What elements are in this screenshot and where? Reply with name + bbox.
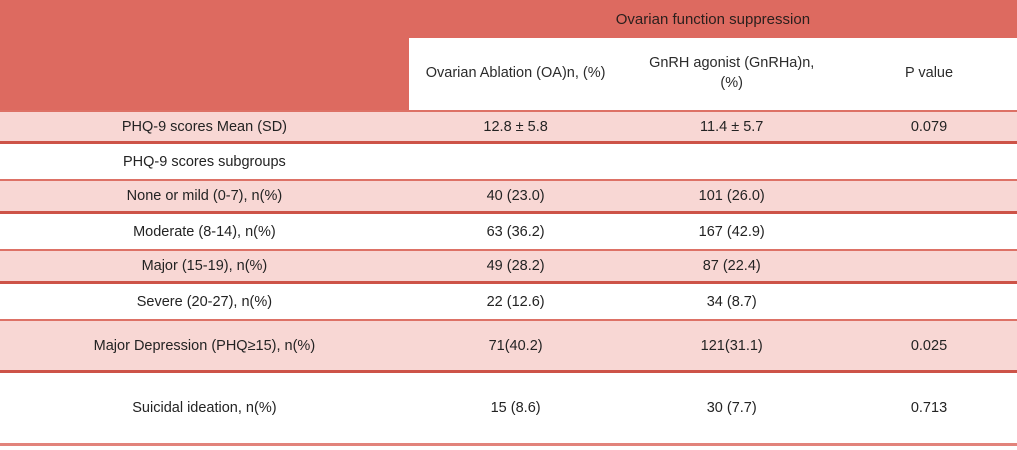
p-value-cell	[841, 284, 1017, 319]
table-row: Severe (20-27), n(%) 22 (12.6) 34 (8.7)	[0, 284, 1017, 319]
table-row: Major (15-19), n(%) 49 (28.2) 87 (22.4)	[0, 249, 1017, 284]
gnrha-value-cell: 11.4 ± 5.7	[700, 118, 764, 135]
oa-value-cell	[409, 144, 623, 179]
oa-value-cell: 22 (12.6)	[486, 293, 545, 310]
column-header-oa-label: Ovarian Ablation (OA)n, (%)	[425, 65, 606, 82]
column-header-oa: Ovarian Ablation (OA)n, (%)	[408, 38, 623, 110]
row-label: Moderate (8-14), n(%)	[133, 223, 276, 240]
p-value-cell	[841, 144, 1017, 179]
oa-value-cell: 12.8 ± 5.8	[483, 118, 548, 135]
table-row: None or mild (0-7), n(%) 40 (23.0) 101 (…	[0, 179, 1017, 214]
table-row: PHQ-9 scores subgroups	[0, 144, 1017, 179]
p-value-cell	[841, 214, 1017, 249]
p-value-cell: 0.079	[910, 118, 948, 135]
row-label: PHQ-9 scores subgroups	[123, 153, 286, 170]
column-header-pvalue: P value	[841, 38, 1017, 110]
gnrha-value-cell: 34 (8.7)	[706, 293, 757, 310]
column-header-row: Ovarian Ablation (OA)n, (%) GnRH agonist…	[0, 38, 1017, 110]
p-value-cell	[841, 251, 1017, 281]
table-bottom-rule	[0, 443, 1017, 446]
group-header-title: Ovarian function suppression	[615, 10, 811, 28]
row-label: PHQ-9 scores Mean (SD)	[121, 118, 287, 135]
row-label: Major (15-19), n(%)	[141, 258, 268, 274]
table-row: Moderate (8-14), n(%) 63 (36.2) 167 (42.…	[0, 214, 1017, 249]
oa-value-cell: 71(40.2)	[488, 337, 543, 354]
table-body: PHQ-9 scores Mean (SD) 12.8 ± 5.8 11.4 ±…	[0, 110, 1017, 443]
table-row: PHQ-9 scores Mean (SD) 12.8 ± 5.8 11.4 ±…	[0, 110, 1017, 144]
row-label: Major Depression (PHQ≥15), n(%)	[93, 337, 316, 354]
table-row: Major Depression (PHQ≥15), n(%) 71(40.2)…	[0, 319, 1017, 373]
row-label: Severe (20-27), n(%)	[136, 293, 273, 310]
row-label: Suicidal ideation, n(%)	[132, 400, 277, 416]
column-header-gnrha-label: GnRH agonist (GnRHa)n, (%)	[649, 55, 815, 91]
column-header-gnrha: GnRH agonist (GnRHa)n, (%)	[622, 38, 842, 110]
gnrha-value-cell: 121(31.1)	[700, 337, 763, 354]
p-value-cell: 0.713	[910, 400, 948, 416]
row-label: None or mild (0-7), n(%)	[126, 188, 283, 204]
oa-value-cell: 63 (36.2)	[486, 223, 545, 240]
group-header-band: Ovarian function suppression	[0, 0, 1017, 38]
oa-value-cell: 49 (28.2)	[486, 258, 545, 274]
gnrha-value-cell	[622, 144, 841, 179]
gnrha-value-cell: 101 (26.0)	[698, 188, 765, 204]
gnrha-value-cell: 30 (7.7)	[706, 400, 757, 416]
gnrha-value-cell: 87 (22.4)	[702, 258, 761, 274]
gnrha-value-cell: 167 (42.9)	[698, 223, 765, 240]
oa-value-cell: 15 (8.6)	[490, 400, 541, 416]
oa-value-cell: 40 (23.0)	[486, 188, 545, 204]
table-row: Suicidal ideation, n(%) 15 (8.6) 30 (7.7…	[0, 373, 1017, 443]
column-header-pvalue-label: P value	[904, 65, 954, 82]
group-header-spacer	[0, 0, 409, 38]
row-label-header-cell	[0, 38, 409, 110]
p-value-cell	[841, 181, 1017, 211]
p-value-cell: 0.025	[910, 337, 948, 354]
